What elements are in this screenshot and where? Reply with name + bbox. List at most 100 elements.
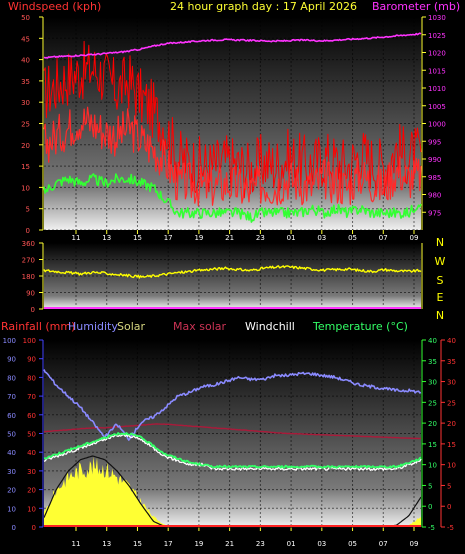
humidity-y-tick-label: 70	[7, 393, 16, 401]
wind-y-tick-label: 30	[21, 99, 30, 107]
temp-x-tick-label: 09	[410, 540, 419, 548]
temp-y-tick-label: 5	[428, 482, 432, 490]
wind-x-tick-label: 11	[72, 234, 81, 242]
humidity-y-tick-label: 60	[7, 412, 16, 420]
rainfall-y-tick-label: 100	[23, 337, 36, 345]
wind-y-tick-label: 0	[26, 227, 30, 235]
rainfall-y-tick-label: 40	[27, 449, 36, 457]
dir-y-tick-label: 360	[22, 240, 35, 248]
wind-x-tick-label: 01	[287, 234, 296, 242]
windspeed-title: Windspeed (kph)	[8, 0, 102, 13]
windchill-y-tick-label: 30	[447, 379, 456, 387]
baro-y-tick-label: 975	[428, 209, 441, 217]
baro-y-tick-label: 1000	[428, 121, 446, 129]
temp-y-tick-label: 30	[428, 379, 437, 387]
temp-x-tick-label: 11	[72, 540, 81, 548]
compass-letter-n: N	[436, 309, 444, 322]
temp-y-tick-label: -5	[428, 524, 435, 532]
wind-x-tick-label: 07	[379, 234, 388, 242]
wind-x-tick-label: 09	[410, 234, 419, 242]
humidity-y-tick-label: 80	[7, 374, 16, 382]
baro-y-tick-label: 985	[428, 174, 441, 182]
windchill-y-tick-label: 40	[447, 337, 456, 345]
windchill-y-tick-label: 10	[447, 462, 456, 470]
humidity-y-tick-label: 10	[7, 505, 16, 513]
baro-y-tick-label: 995	[428, 138, 441, 146]
temp-y-tick-label: 0	[428, 503, 432, 511]
windchill-legend: Windchill	[245, 320, 295, 333]
compass-letter-n: N	[436, 236, 444, 249]
baro-y-tick-label: 1010	[428, 85, 446, 93]
wind-average-line	[43, 173, 422, 223]
temp-y-tick-label: 25	[428, 399, 437, 407]
wind-y-tick-label: 40	[21, 57, 30, 65]
humidity-y-tick-label: 40	[7, 449, 16, 457]
dir-y-tick-label: 270	[22, 257, 35, 265]
rainfall-y-tick-label: 30	[27, 468, 36, 476]
temp-x-tick-label: 23	[256, 540, 265, 548]
baro-y-tick-label: 1015	[428, 67, 446, 75]
wind-x-tick-label: 17	[164, 234, 173, 242]
windchill-y-tick-label: 15	[447, 441, 456, 449]
baro-y-tick-label: 980	[428, 192, 441, 200]
temperature-legend: Temperature (°C)	[313, 320, 408, 333]
wind-y-tick-label: 10	[21, 184, 30, 192]
temp-x-tick-label: 13	[102, 540, 111, 548]
wind-x-tick-label: 15	[133, 234, 142, 242]
windspeed-line	[43, 106, 422, 207]
rainfall-y-tick-label: 0	[32, 524, 36, 532]
baro-y-tick-label: 1005	[428, 103, 446, 111]
temp-y-tick-label: 15	[428, 441, 437, 449]
rainfall-y-tick-label: 80	[27, 374, 36, 382]
solar-legend: Solar	[117, 320, 146, 333]
wind-y-tick-label: 35	[21, 78, 30, 86]
rainfall-legend: Rainfall (mm)	[1, 320, 76, 333]
humidity-y-tick-label: 0	[12, 524, 16, 532]
temp-x-tick-label: 19	[194, 540, 203, 548]
dir-y-tick-label: 180	[22, 273, 35, 281]
temp-y-tick-label: 40	[428, 337, 437, 345]
solar-area	[44, 456, 421, 527]
temp-y-tick-label: 20	[428, 420, 437, 428]
windchill-y-tick-label: 20	[447, 420, 456, 428]
windchill-y-tick-label: 25	[447, 399, 456, 407]
max-solar-trace	[43, 423, 421, 440]
baro-y-tick-label: 1030	[428, 14, 446, 22]
wind-x-tick-label: 05	[348, 234, 357, 242]
wind-y-tick-label: 20	[21, 142, 30, 150]
wind-x-tick-label: 03	[317, 234, 326, 242]
compass-letter-e: E	[437, 291, 444, 304]
barometer-title: Barometer (mb)	[372, 0, 461, 13]
rainfall-y-tick-label: 20	[27, 487, 36, 495]
dir-y-tick-label: 0	[31, 306, 35, 314]
wind-x-tick-label: 23	[256, 234, 265, 242]
humidity-line	[43, 369, 422, 441]
wind-y-tick-label: 5	[26, 206, 30, 214]
humidity-y-tick-label: 50	[7, 431, 16, 439]
temp-y-tick-label: 35	[428, 358, 437, 366]
windchill-y-tick-label: -5	[447, 524, 454, 532]
windchill-y-tick-label: 35	[447, 358, 456, 366]
wind-y-tick-label: 25	[21, 121, 30, 129]
wind-x-tick-label: 21	[225, 234, 234, 242]
wind-y-tick-label: 50	[21, 14, 30, 22]
humidity-y-tick-label: 30	[7, 468, 16, 476]
rainfall-y-tick-label: 50	[27, 431, 36, 439]
humidity-legend: Humidity	[68, 320, 118, 333]
temp-y-tick-label: 10	[428, 462, 437, 470]
humidity-y-tick-label: 20	[7, 487, 16, 495]
wind-y-tick-label: 15	[21, 163, 30, 171]
humidity-y-tick-label: 100	[3, 337, 16, 345]
barometer-line	[43, 32, 422, 59]
wind-y-tick-label: 45	[21, 35, 30, 43]
temp-x-tick-label: 21	[225, 540, 234, 548]
baro-y-tick-label: 1020	[428, 50, 446, 58]
temp-x-tick-label: 07	[379, 540, 388, 548]
rainfall-y-tick-label: 10	[27, 505, 36, 513]
maxsolar-legend: Max solar	[173, 320, 227, 333]
compass-letter-w: W	[435, 255, 446, 268]
rainfall-y-tick-label: 60	[27, 412, 36, 420]
dir-y-tick-label: 90	[26, 290, 35, 298]
wind-x-tick-label: 13	[102, 234, 111, 242]
